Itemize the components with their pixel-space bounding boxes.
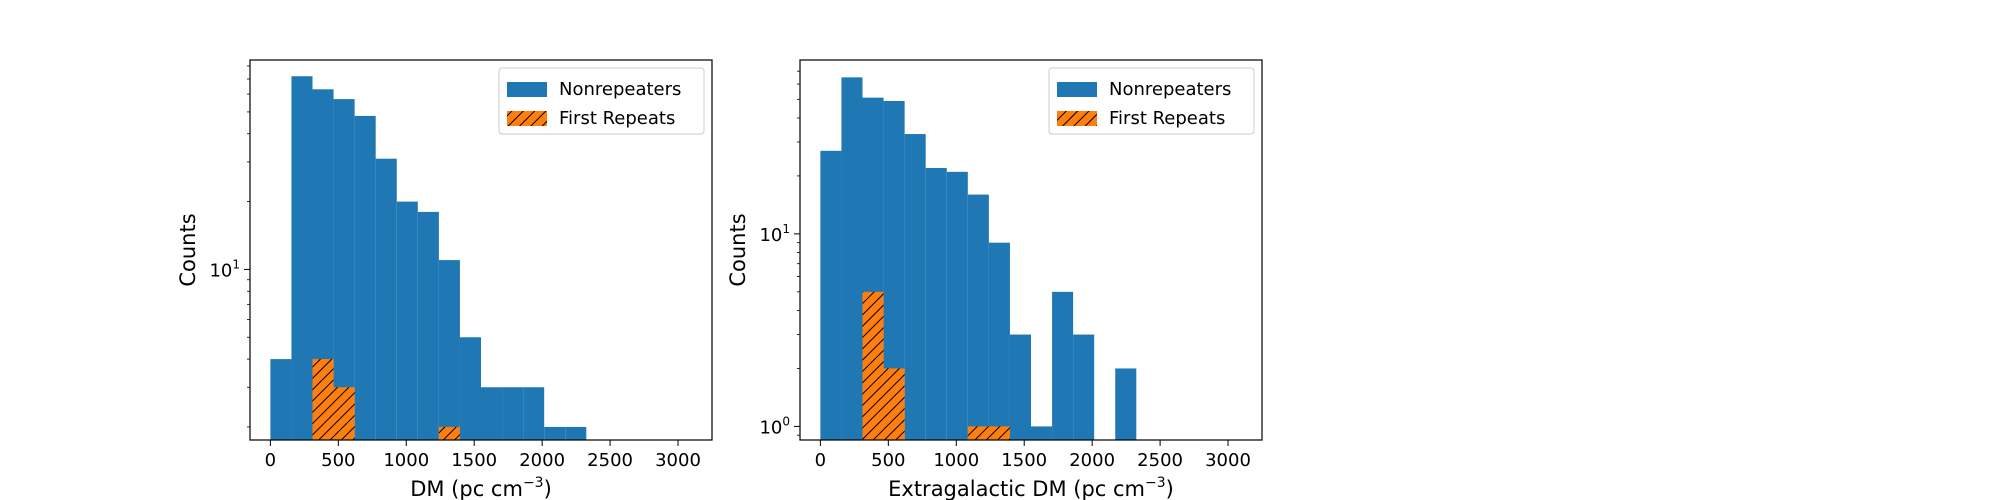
bar <box>925 167 947 440</box>
bar <box>544 426 566 440</box>
x-tick-label: 0 <box>815 450 826 471</box>
y-tick-label: 101 <box>209 257 240 281</box>
y-tick-label: 100 <box>759 414 790 438</box>
series-first-repeats <box>862 291 1010 440</box>
bar <box>438 260 460 440</box>
bar <box>333 387 355 440</box>
legend-swatch <box>507 82 547 97</box>
bar <box>312 89 334 441</box>
legend-box <box>498 67 705 135</box>
legend-label: First Repeats <box>559 108 675 129</box>
x-tick-label: 3000 <box>655 450 701 471</box>
bar <box>481 387 503 440</box>
x-tick-label: 1500 <box>451 450 497 471</box>
bar <box>841 77 863 440</box>
x-tick-label: 1500 <box>1001 450 1047 471</box>
histogram-dm: 0 500 1000 1500 2000 2500 3000 101 DM (pc cm−3) C… <box>176 59 713 500</box>
legend: Nonrepeaters First Repeats <box>498 67 705 135</box>
bar <box>988 426 1010 440</box>
bar <box>565 426 587 440</box>
bar <box>1031 426 1053 440</box>
legend-box <box>1048 67 1255 135</box>
bar <box>375 158 397 440</box>
legend-swatch <box>1057 111 1097 126</box>
bar <box>946 171 968 441</box>
bar <box>967 426 989 440</box>
bar <box>1052 291 1074 440</box>
bar <box>862 291 884 440</box>
bar <box>904 134 926 441</box>
x-tick-label: 2000 <box>519 450 565 471</box>
bar <box>312 359 334 440</box>
bar <box>396 201 418 440</box>
bar <box>459 337 481 440</box>
y-axis-label: Counts <box>726 213 750 286</box>
series-first-repeats <box>312 359 460 440</box>
legend-swatch <box>1057 82 1097 97</box>
bar <box>354 115 376 440</box>
x-tick-label: 3000 <box>1205 450 1251 471</box>
bar <box>291 76 313 441</box>
bar <box>820 150 842 441</box>
x-axis-label: DM (pc cm−3) <box>410 475 552 500</box>
x-tick-label: 500 <box>871 450 905 471</box>
x-tick-label: 2500 <box>587 450 633 471</box>
x-tick-label: 1000 <box>933 450 979 471</box>
bar <box>967 194 989 440</box>
bar <box>270 359 292 440</box>
x-tick-label: 2500 <box>1137 450 1183 471</box>
series-nonrepeaters <box>270 76 587 441</box>
series-nonrepeaters <box>820 77 1137 441</box>
bar <box>438 426 460 440</box>
y-tick-label: 101 <box>759 222 790 246</box>
bar <box>1009 334 1031 440</box>
legend-label: Nonrepeaters <box>1109 79 1231 100</box>
legend-swatch <box>507 111 547 126</box>
bar <box>523 387 545 440</box>
x-tick-label: 500 <box>321 450 355 471</box>
x-axis-label: Extragalactic DM (pc cm−3) <box>888 475 1174 500</box>
bar <box>1115 368 1137 440</box>
bar <box>883 100 905 441</box>
axes-frame <box>799 59 1263 441</box>
histogram-extragalactic-dm: 0 500 1000 1500 2000 2500 3000 100 101 Extragalac… <box>726 59 1263 500</box>
bar <box>417 211 439 440</box>
axes-frame <box>249 59 713 441</box>
legend-label: Nonrepeaters <box>559 79 681 100</box>
bar <box>883 368 905 440</box>
bar <box>502 387 524 440</box>
y-axis-label: Counts <box>176 213 200 286</box>
x-tick-label: 0 <box>265 450 276 471</box>
legend-label: First Repeats <box>1109 108 1225 129</box>
bar <box>988 242 1010 440</box>
bar <box>333 99 355 441</box>
x-tick-label: 2000 <box>1069 450 1115 471</box>
legend: Nonrepeaters First Repeats <box>1048 67 1255 135</box>
x-tick-label: 1000 <box>383 450 429 471</box>
bar <box>1073 334 1095 440</box>
